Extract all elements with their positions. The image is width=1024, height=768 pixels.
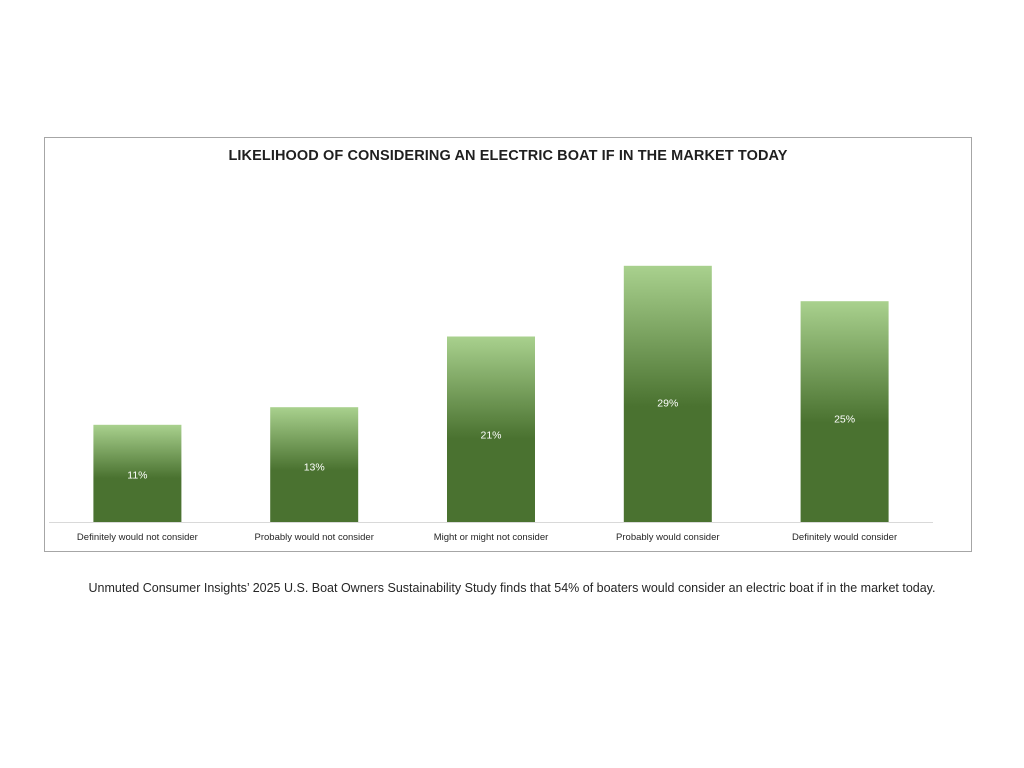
category-label-2: Probably would not consider bbox=[255, 532, 374, 543]
data-label-3: 21% bbox=[480, 430, 501, 442]
category-labels-layer: Definitely would not consider Probably wo… bbox=[77, 532, 897, 543]
chart-title: LIKELIHOOD OF CONSIDERING AN ELECTRIC BO… bbox=[228, 148, 788, 164]
bar-3 bbox=[447, 336, 535, 522]
data-label-1: 11% bbox=[127, 469, 147, 481]
data-label-5: 25% bbox=[834, 414, 855, 426]
category-label-4: Probably would consider bbox=[616, 532, 720, 543]
bar-chart: 11% 13% 21% 29% 25% Definitely would not con… bbox=[49, 265, 933, 543]
category-label-5: Definitely would consider bbox=[792, 532, 897, 543]
chart-area: LIKELIHOOD OF CONSIDERING AN ELECTRIC BO… bbox=[44, 137, 972, 552]
data-label-4: 29% bbox=[657, 398, 678, 410]
bar-5 bbox=[800, 301, 889, 522]
chart-caption: Unmuted Consumer Insights’ 2025 U.S. Boa… bbox=[88, 581, 936, 595]
data-labels-layer: 11% 13% 21% 29% 25% bbox=[127, 398, 855, 482]
bar-1 bbox=[93, 424, 182, 522]
category-label-3: Might or might not consider bbox=[434, 532, 549, 543]
bars-layer bbox=[93, 265, 889, 522]
bar-4 bbox=[623, 265, 712, 522]
data-label-2: 13% bbox=[304, 461, 325, 473]
bar-2 bbox=[270, 407, 359, 522]
category-label-1: Definitely would not consider bbox=[77, 532, 198, 543]
